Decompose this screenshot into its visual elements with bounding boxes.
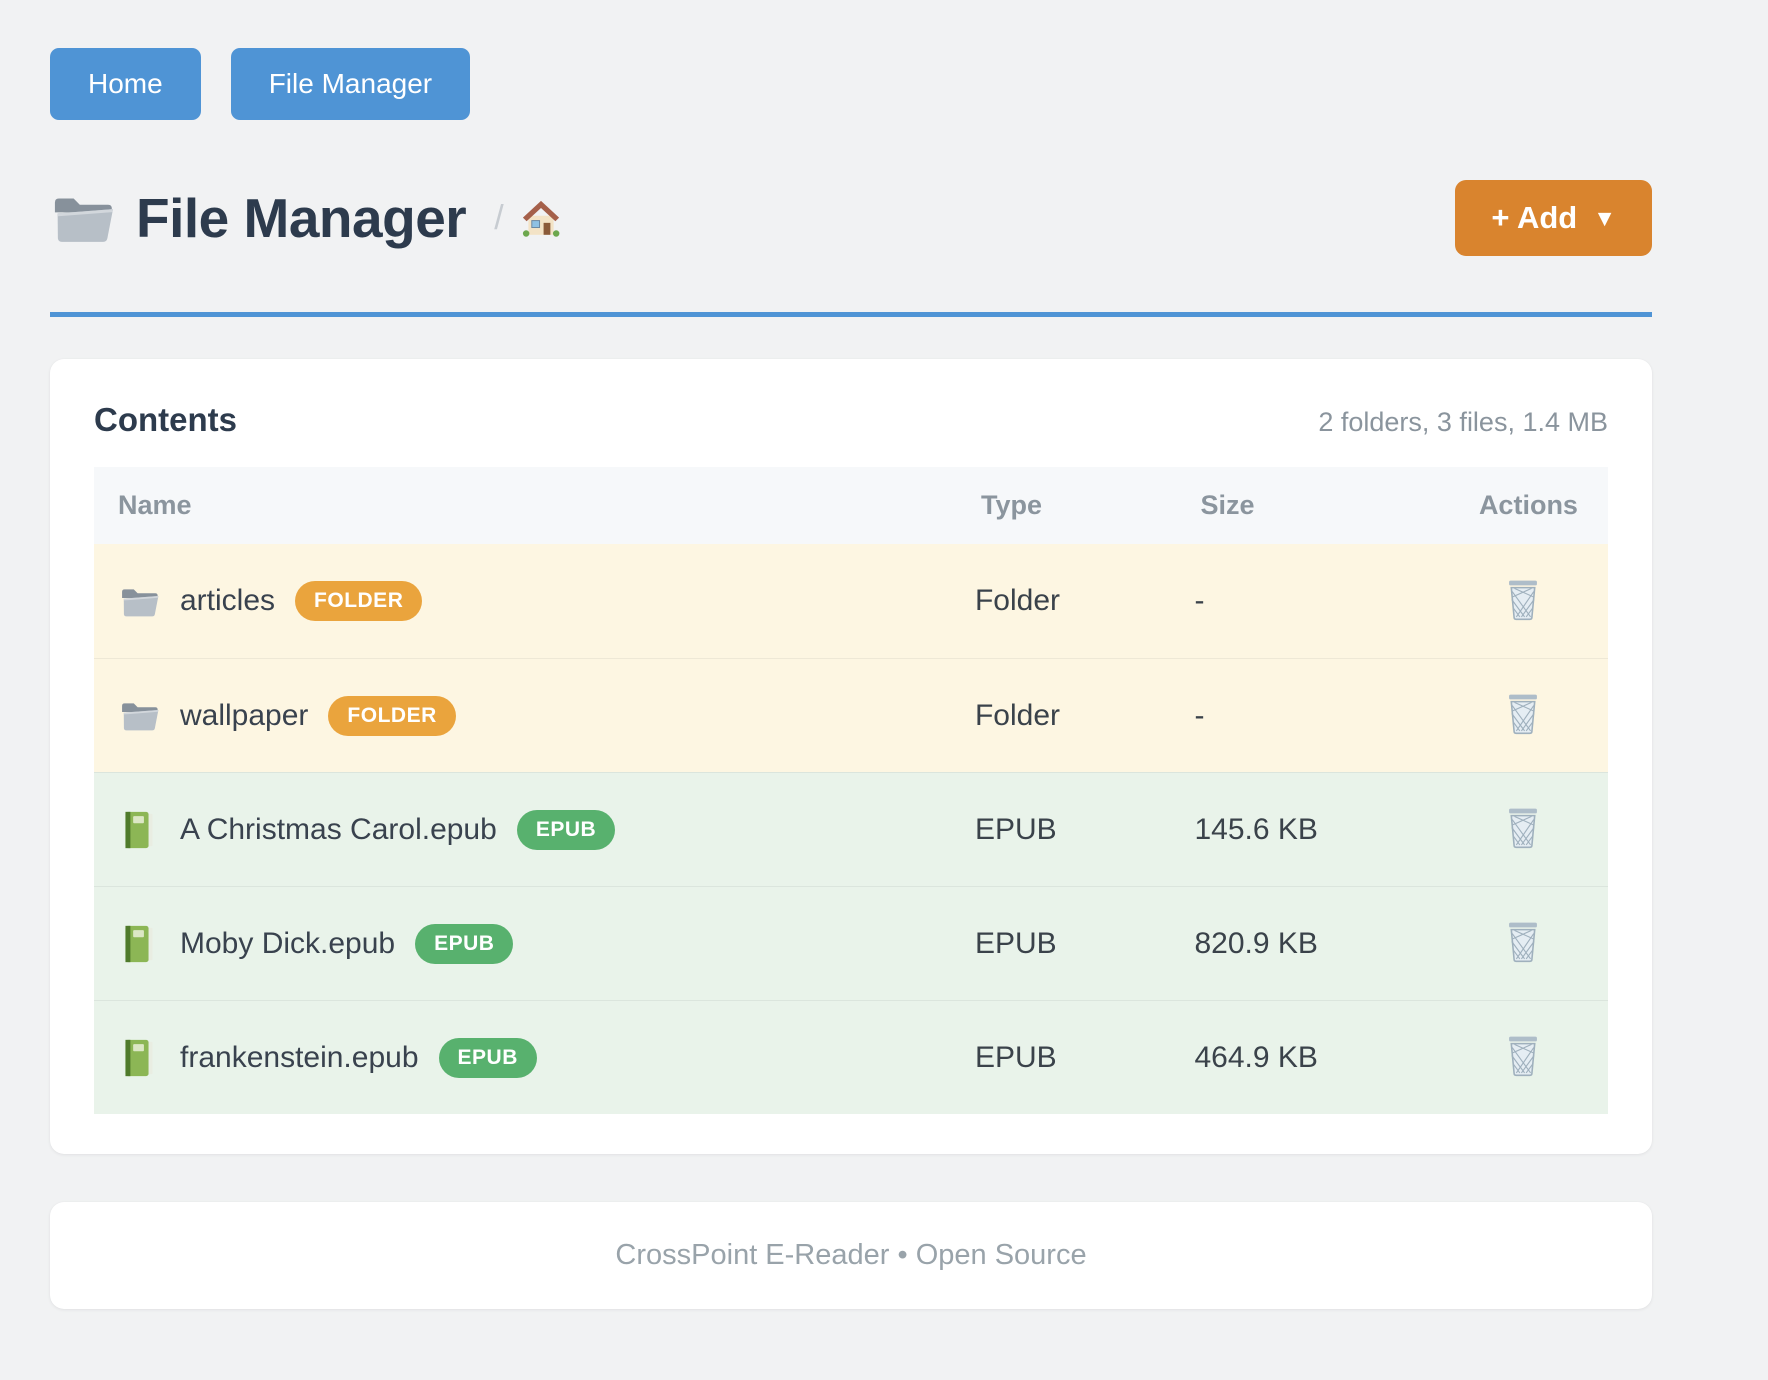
file-name-link[interactable]: wallpaper (180, 698, 309, 732)
column-header-type: Type (980, 490, 1042, 520)
name-cell: Moby Dick.epub EPUB (94, 923, 957, 964)
folder-icon (50, 191, 114, 245)
add-button[interactable]: + Add ▼ (1455, 180, 1652, 256)
house-icon[interactable] (520, 197, 562, 239)
file-table-body: articles FOLDER Folder - wallpaper FOLDE… (94, 544, 1608, 1114)
table-row: frankenstein.epub EPUB EPUB 464.9 KB (94, 1000, 1608, 1114)
file-table: Name Type Size Actions articles FOLDER F… (94, 467, 1608, 1114)
trash-icon (1504, 578, 1542, 621)
file-size: 145.6 KB (1194, 812, 1318, 846)
trash-icon (1504, 692, 1542, 735)
column-header-name: Name (118, 490, 192, 520)
trash-icon (1504, 1034, 1542, 1077)
file-size: 464.9 KB (1194, 1040, 1318, 1074)
delete-button[interactable] (1500, 688, 1546, 739)
file-name-link[interactable]: A Christmas Carol.epub (180, 812, 497, 846)
file-name-link[interactable]: Moby Dick.epub (180, 926, 396, 960)
title-divider (50, 312, 1652, 317)
table-row: Moby Dick.epub EPUB EPUB 820.9 KB (94, 886, 1608, 1000)
file-type: EPUB (974, 812, 1057, 846)
name-cell: articles FOLDER (94, 581, 957, 621)
file-type: EPUB (974, 1040, 1057, 1074)
name-cell: frankenstein.epub EPUB (94, 1037, 957, 1078)
book-icon (118, 1038, 160, 1078)
actions-cell (1404, 688, 1608, 743)
nav-home-button[interactable]: Home (50, 48, 201, 120)
contents-card-header: Contents 2 folders, 3 files, 1.4 MB (94, 401, 1608, 439)
file-type-badge: EPUB (516, 809, 616, 850)
file-type: Folder (974, 584, 1061, 617)
name-cell: wallpaper FOLDER (94, 695, 957, 736)
trash-icon (1504, 920, 1542, 963)
table-row: articles FOLDER Folder - (94, 544, 1608, 658)
file-type-badge: FOLDER (295, 581, 423, 621)
file-type-badge: FOLDER (328, 695, 456, 736)
breadcrumb-separator: / (494, 198, 504, 237)
file-name-link[interactable]: articles (180, 584, 276, 617)
file-table-header: Name Type Size Actions (94, 467, 1608, 544)
contents-summary: 2 folders, 3 files, 1.4 MB (1318, 407, 1608, 437)
column-header-actions: Actions (1478, 490, 1578, 520)
delete-button[interactable] (1500, 802, 1546, 853)
actions-cell (1404, 1030, 1608, 1085)
file-size: - (1194, 698, 1205, 732)
trash-icon (1504, 806, 1542, 849)
actions-cell (1404, 574, 1608, 629)
folder-icon (118, 585, 160, 618)
book-icon (118, 810, 160, 850)
breadcrumb: / (494, 197, 561, 239)
file-type: Folder (974, 698, 1061, 732)
file-size: - (1194, 584, 1205, 617)
file-type-badge: EPUB (415, 923, 514, 964)
file-size: 820.9 KB (1194, 926, 1318, 960)
top-nav: Home File Manager (50, 48, 1652, 120)
file-type: EPUB (974, 926, 1057, 960)
file-type-badge: EPUB (438, 1037, 537, 1078)
contents-card: Contents 2 folders, 3 files, 1.4 MB Name… (50, 359, 1652, 1154)
actions-cell (1404, 916, 1608, 971)
contents-heading: Contents (94, 401, 237, 438)
footer-text: CrossPoint E-Reader • Open Source (615, 1239, 1087, 1271)
table-row: wallpaper FOLDER Folder - (94, 658, 1608, 772)
book-icon (118, 924, 160, 964)
column-header-size: Size (1200, 490, 1255, 520)
delete-button[interactable] (1500, 916, 1546, 967)
nav-file-manager-button[interactable]: File Manager (230, 48, 471, 120)
name-cell: A Christmas Carol.epub EPUB (94, 809, 957, 850)
delete-button[interactable] (1500, 1030, 1546, 1081)
chevron-down-icon: ▼ (1593, 204, 1616, 231)
delete-button[interactable] (1500, 574, 1546, 625)
actions-cell (1404, 802, 1608, 857)
folder-icon (118, 699, 160, 732)
add-button-label: + Add (1491, 200, 1578, 235)
file-name-link[interactable]: frankenstein.epub (180, 1040, 419, 1074)
page-title: File Manager (136, 187, 467, 249)
page-container: Home File Manager File Manager / + Add ▼… (50, 48, 1652, 1309)
table-row: A Christmas Carol.epub EPUB EPUB 145.6 K… (94, 772, 1608, 886)
footer-card: CrossPoint E-Reader • Open Source (50, 1202, 1652, 1309)
page-header: File Manager / + Add ▼ (50, 180, 1652, 256)
